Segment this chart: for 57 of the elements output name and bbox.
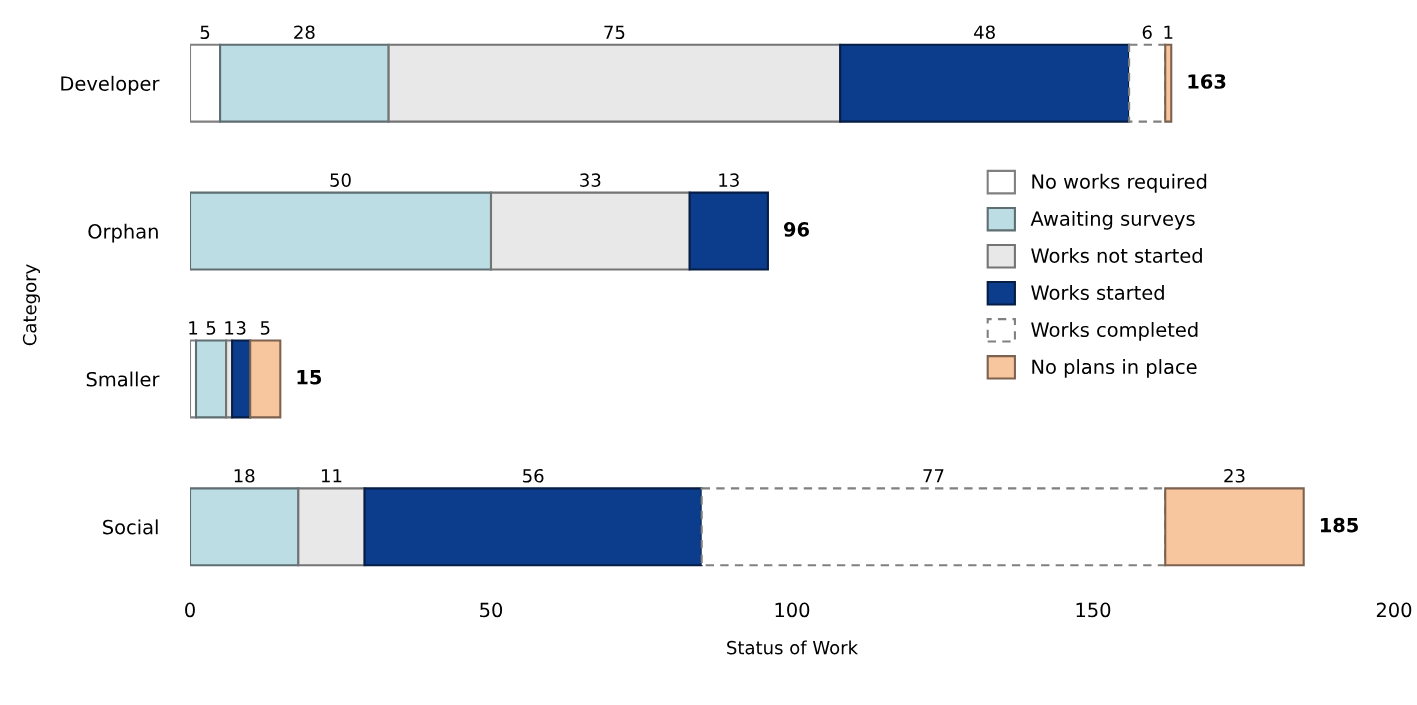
legend-label: Works started	[1031, 284, 1164, 301]
data-label: 48	[974, 25, 995, 40]
legend-label: Awaiting surveys	[1030, 210, 1195, 230]
legend-label: No works required	[1032, 173, 1207, 193]
bar	[194, 339, 228, 419]
data-label: 50	[330, 173, 351, 187]
data-label: 1	[225, 321, 234, 335]
data-label: 75	[604, 25, 625, 40]
data-label: 5	[206, 321, 216, 335]
data-label: 6	[1142, 25, 1152, 40]
bar	[1164, 487, 1305, 567]
bar	[1128, 43, 1167, 123]
bar	[219, 43, 390, 123]
data-label: 1	[189, 321, 198, 335]
total-label: 163	[1188, 74, 1226, 89]
bar	[489, 191, 691, 271]
bar	[387, 43, 842, 123]
bar	[700, 487, 1167, 567]
y-axis-title: Category	[22, 264, 40, 346]
y-tick-label: Social	[103, 519, 158, 535]
x-tick-label: 0	[185, 602, 195, 618]
bar	[231, 339, 252, 419]
bar	[688, 191, 769, 271]
total-label: 185	[1320, 517, 1358, 533]
bar	[190, 191, 493, 271]
x-tick-label: 100	[775, 602, 810, 618]
legend-label: Works not started	[1031, 247, 1202, 263]
x-tick-label: 50	[480, 602, 503, 618]
y-tick-label: Smaller	[86, 371, 160, 387]
data-label: 11	[321, 469, 342, 483]
bar	[249, 339, 282, 419]
data-label: 1	[1164, 25, 1173, 39]
bar	[839, 43, 1131, 123]
data-label: 5	[200, 25, 210, 40]
total-label: 96	[783, 222, 809, 237]
legend-label: Works completed	[1031, 322, 1198, 341]
x-tick-label: 150	[1076, 602, 1111, 618]
bar	[363, 487, 703, 567]
bar	[297, 487, 366, 567]
total-label: 15	[297, 370, 322, 385]
data-label: 33	[580, 173, 601, 187]
bar	[190, 43, 222, 123]
data-label: 77	[923, 469, 944, 483]
y-tick-label: Developer	[61, 75, 160, 95]
legend-label: No plans in place	[1032, 359, 1197, 378]
data-label: 5	[260, 321, 270, 335]
data-label: 13	[719, 173, 739, 187]
data-label: 3	[236, 321, 246, 335]
bar	[190, 487, 300, 567]
x-tick-label: 200	[1376, 602, 1412, 618]
data-label: 28	[294, 25, 315, 40]
data-label: 18	[234, 468, 255, 483]
data-label: 56	[523, 468, 544, 483]
bar	[1164, 43, 1173, 123]
x-axis-title: Status of Work	[727, 640, 859, 655]
data-label: 23	[1224, 468, 1245, 483]
y-tick-label: Orphan	[88, 223, 158, 243]
